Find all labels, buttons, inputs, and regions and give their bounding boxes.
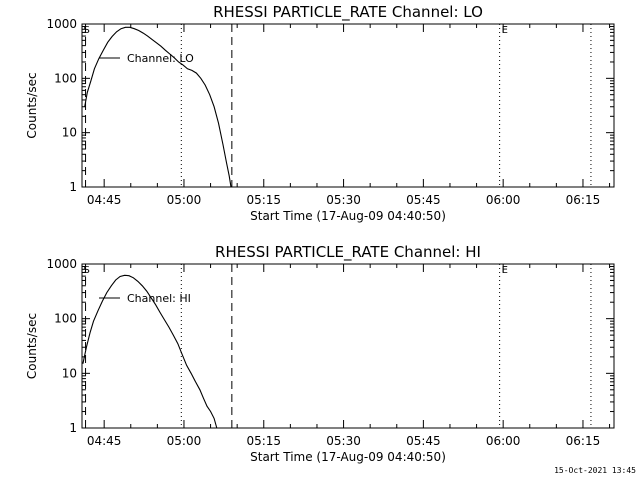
y-tick-label: 1 [69,180,77,194]
x-axis-label: Start Time (17-Aug-09 04:40:50) [250,209,446,223]
start-marker: S [84,25,90,36]
y-axis-label: Counts/sec [25,72,39,138]
end-marker: E [502,265,508,276]
x-tick-label: 05:30 [326,434,361,448]
x-tick-label: 05:45 [406,434,441,448]
series-line [84,26,232,188]
x-tick-label: 06:00 [486,193,521,207]
y-tick-label: 1000 [46,257,77,271]
y-axis-label: Counts/sec [25,313,39,379]
legend-label: Channel: LO [127,52,194,65]
start-marker: S [84,265,90,276]
footer-timestamp: 15-Oct-2021 13:45 [554,466,636,475]
x-tick-label: 06:00 [486,434,521,448]
y-tick-label: 1000 [46,17,77,31]
plot-frame [81,263,615,429]
chart-title: RHESSI PARTICLE_RATE Channel: HI [215,243,481,262]
y-tick-label: 1 [69,421,77,435]
x-axis-label: Start Time (17-Aug-09 04:40:50) [250,450,446,464]
x-tick-label: 05:30 [326,193,361,207]
x-tick-label: 06:15 [566,434,601,448]
chart-title: RHESSI PARTICLE_RATE Channel: LO [213,3,483,22]
x-tick-label: 05:00 [167,193,202,207]
legend-label: Channel: HI [127,292,191,305]
plot-frame [81,23,615,188]
x-tick-label: 05:00 [167,434,202,448]
y-tick-label: 10 [62,366,77,380]
x-tick-label: 06:15 [566,193,601,207]
x-tick-label: 05:15 [246,434,281,448]
y-tick-label: 100 [54,71,77,85]
y-tick-label: 10 [62,126,77,140]
x-tick-label: 05:15 [246,193,281,207]
x-tick-label: 04:45 [87,434,122,448]
end-marker: E [502,25,508,36]
x-tick-label: 05:45 [406,193,441,207]
y-tick-label: 100 [54,312,77,326]
x-tick-label: 04:45 [87,193,122,207]
